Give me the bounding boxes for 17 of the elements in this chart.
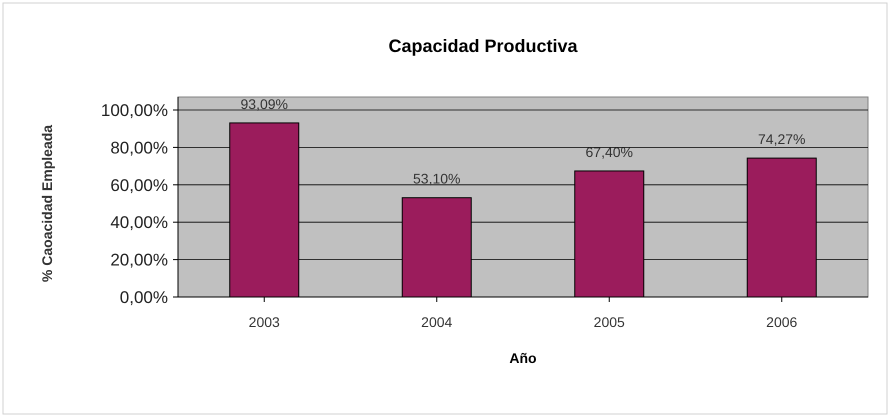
y-tick-label: 40,00%: [110, 213, 168, 232]
chart-title: Capacidad Productiva: [388, 36, 579, 56]
x-axis-title: Año: [509, 350, 537, 366]
x-tick-label: 2003: [248, 314, 280, 330]
x-tick-label: 2005: [594, 314, 626, 330]
data-label: 93,09%: [240, 96, 288, 112]
y-axis-title: % Caoacidad Empleada: [39, 124, 55, 282]
data-label: 74,27%: [758, 131, 806, 148]
data-label: 53,10%: [413, 170, 460, 187]
x-tick-label: 2006: [766, 314, 798, 330]
data-label: 67,40%: [586, 144, 633, 160]
y-tick-label: 0,00%: [120, 288, 168, 307]
y-tick-label: 80,00%: [110, 138, 168, 158]
x-tick-label: 2004: [421, 314, 453, 330]
y-tick-label: 20,00%: [110, 250, 168, 270]
y-tick-label: 100,00%: [100, 100, 168, 120]
y-tick-label: 60,00%: [110, 176, 168, 195]
